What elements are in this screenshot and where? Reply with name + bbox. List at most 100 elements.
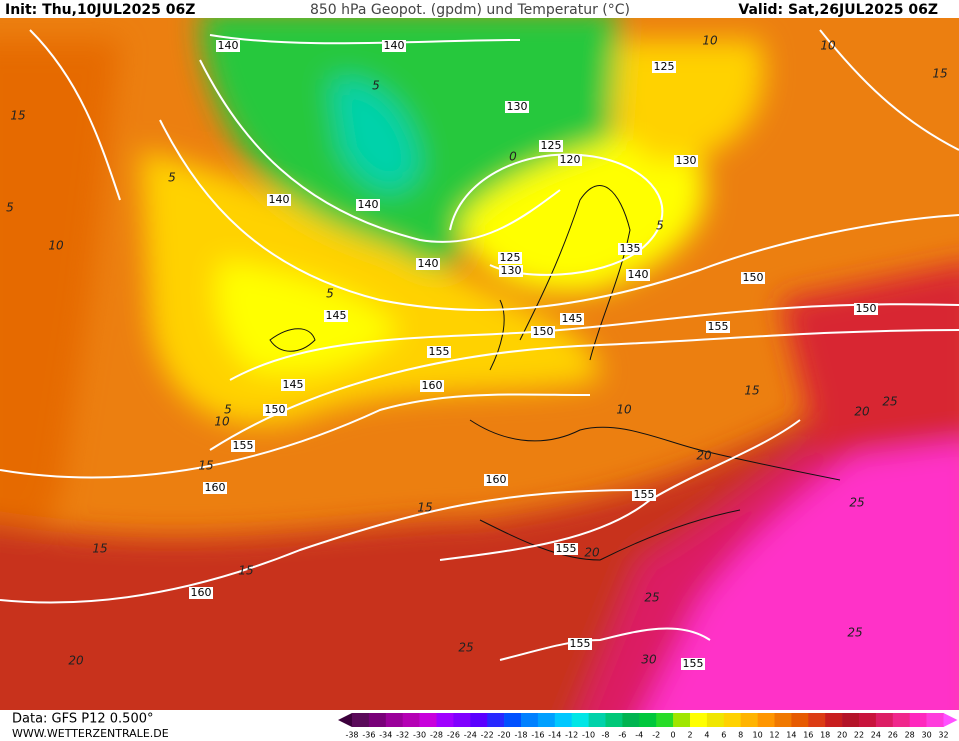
temperature-label: 10 (214, 415, 230, 429)
colorbar-label: 24 (871, 731, 881, 740)
contour-label-box (382, 40, 406, 52)
colorbar-label: 8 (738, 731, 743, 740)
geopotential-label: 140 (384, 39, 405, 52)
geopotential-label: 150 (265, 403, 286, 416)
colorbar-label: -14 (548, 731, 561, 740)
geopotential-label: 125 (500, 251, 521, 264)
temperature-label: 25 (644, 591, 659, 605)
colorbar-swatch (385, 713, 403, 727)
colorbar-swatch (436, 713, 454, 727)
colorbar-label: -2 (652, 731, 660, 740)
contour-label-box (706, 321, 730, 333)
contour-label-box (854, 303, 878, 315)
colorbar-label: 16 (803, 731, 813, 740)
colorbar-label: 18 (820, 731, 830, 740)
colorbar-swatch (791, 713, 809, 727)
colorbar-swatch (859, 713, 877, 727)
contour-label-box (681, 658, 705, 670)
colorbar-label: -32 (396, 731, 409, 740)
colorbar-swatch (639, 713, 657, 727)
contour-label-box (189, 587, 213, 599)
colorbar-label: 26 (888, 731, 898, 740)
colorbar-label: -22 (481, 731, 494, 740)
colorbar-swatch (352, 713, 370, 727)
geopotential-label: 140 (628, 268, 649, 281)
temperature-label: 25 (458, 641, 473, 655)
contour-label-box (324, 310, 348, 322)
colorbar-swatch (690, 713, 708, 727)
data-source: Data: GFS P12 0.500° (12, 712, 154, 727)
geopotential-label: 140 (358, 198, 379, 211)
colorbar-low-arrow (338, 713, 352, 727)
colorbar-swatch (504, 713, 522, 727)
geopotential-label: 145 (326, 309, 347, 322)
contour-label-box (356, 199, 380, 211)
temperature-label: 5 (224, 403, 232, 417)
map-area (0, 18, 959, 710)
temperature-label: 10 (820, 39, 836, 53)
temperature-label: 15 (92, 542, 107, 556)
temperature-label: 15 (198, 459, 213, 473)
geopotential-contours (0, 29, 959, 661)
temperature-label: 15 (10, 109, 25, 123)
temperature-label: 15 (238, 564, 253, 578)
colorbar-label: -24 (464, 731, 477, 740)
geopotential-label: 160 (191, 586, 212, 599)
colorbar-label: 0 (671, 731, 676, 740)
temperature-label: 20 (584, 546, 600, 560)
contour-label-box (741, 272, 765, 284)
colorbar-label: -8 (602, 731, 610, 740)
colorbar-label: -30 (413, 731, 426, 740)
colorbar-swatch (554, 713, 572, 727)
colorbar-swatch (892, 713, 910, 727)
geopotential-label: 125 (541, 139, 562, 152)
geopotential-label: 155 (708, 320, 729, 333)
geopotential-label: 160 (422, 379, 443, 392)
colorbar-label: -36 (362, 731, 375, 740)
contour-label-box (652, 61, 676, 73)
colorbar-label: -34 (379, 731, 392, 740)
temperature-label: 25 (849, 496, 864, 510)
colorbar-swatch (842, 713, 860, 727)
temperature-label: 15 (744, 384, 759, 398)
colorbar-swatch (723, 713, 741, 727)
temperature-label: 20 (68, 654, 84, 668)
geopotential-label: 130 (501, 264, 522, 277)
geopotential-label: 155 (634, 488, 655, 501)
geopotential-label: 150 (856, 302, 877, 315)
contour-label-box (427, 346, 451, 358)
colorbar-swatch (909, 713, 927, 727)
colorbar-swatch (487, 713, 505, 727)
colorbar-label: 30 (922, 731, 932, 740)
temperature-label: 5 (656, 219, 664, 233)
colorbar-label: -12 (565, 731, 578, 740)
colorbar-swatch (706, 713, 725, 727)
valid-time: Valid: Sat,26JUL2025 06Z (738, 2, 938, 18)
contour-label-box (416, 258, 440, 270)
geopotential-label: 135 (620, 242, 641, 255)
geopotential-label: 145 (562, 312, 583, 325)
colorbar-swatch (368, 713, 387, 727)
coastlines (269, 185, 841, 561)
colorbar-label: -6 (618, 731, 626, 740)
geopotential-label: 150 (743, 271, 764, 284)
temperature-label: 10 (48, 239, 64, 253)
colorbar-swatch (656, 713, 674, 727)
contour-label-box (539, 140, 563, 152)
temperature-field (0, 18, 959, 710)
colorbar-label: 4 (704, 731, 709, 740)
geopotential-label: 155 (233, 439, 254, 452)
colorbar-swatch (622, 713, 640, 727)
colorbar-swatch (825, 713, 843, 727)
geopotential-label: 125 (654, 60, 675, 73)
colorbar-label: -16 (531, 731, 544, 740)
colorbar-swatch (757, 713, 775, 727)
geopotential-label: 140 (218, 39, 239, 52)
geopotential-label: 155 (683, 657, 704, 670)
colorbar-label: 2 (687, 731, 692, 740)
contour-label-box (626, 269, 650, 281)
colorbar-label: 32 (938, 731, 948, 740)
colorbar-label: -18 (514, 731, 527, 740)
temperature-label: 25 (847, 626, 862, 640)
colorbar-label: 20 (837, 731, 847, 740)
